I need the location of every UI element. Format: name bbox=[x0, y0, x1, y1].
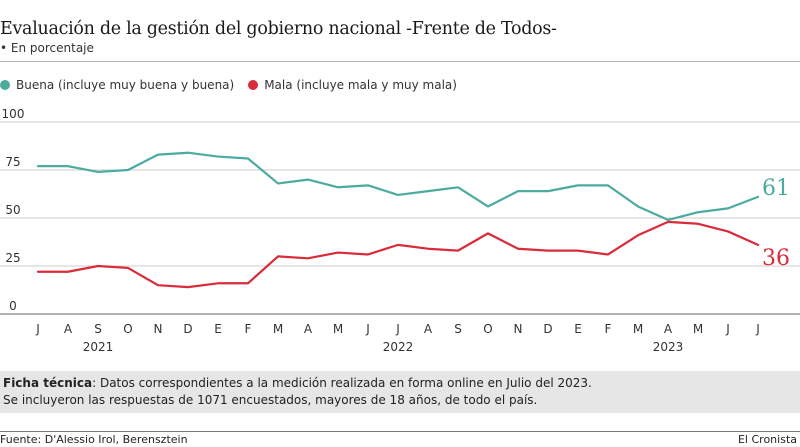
x-tick-label: M bbox=[273, 322, 283, 336]
x-tick-label: M bbox=[333, 322, 343, 336]
x-tick-label: S bbox=[94, 322, 102, 336]
series-line-buena bbox=[36, 151, 760, 222]
x-tick-label: J bbox=[395, 322, 400, 336]
x-tick-label: F bbox=[605, 322, 612, 336]
x-tick-label: A bbox=[664, 322, 673, 336]
x-tick-label: E bbox=[574, 322, 582, 336]
technical-note-label: Ficha técnica bbox=[3, 376, 93, 390]
x-tick-label: M bbox=[693, 322, 703, 336]
chart-title: Evaluación de la gestión del gobierno na… bbox=[0, 19, 557, 39]
title-divider bbox=[0, 61, 800, 62]
legend-label-buena: Buena (incluye muy buena y buena) bbox=[16, 78, 235, 92]
grid-layer bbox=[0, 121, 800, 315]
end-label-buena: 61 bbox=[762, 176, 790, 201]
y-tick-label: 50 bbox=[5, 203, 20, 217]
x-tick-label: D bbox=[543, 322, 552, 336]
year-label: 2022 bbox=[383, 340, 414, 354]
legend-marker-buena-icon bbox=[0, 80, 10, 90]
brand-name: El Cronista bbox=[737, 433, 797, 446]
x-tick-label: J bbox=[35, 322, 40, 336]
x-tick-label: A bbox=[64, 322, 73, 336]
legend-item-mala: Mala (incluye mala y muy mala) bbox=[248, 78, 457, 92]
legend-marker-mala-icon bbox=[248, 80, 259, 90]
x-tick-label: E bbox=[214, 322, 222, 336]
x-tick-label: D bbox=[183, 322, 192, 336]
source-text: Fuente: D'Alessio Irol, Berensztein bbox=[0, 433, 188, 446]
x-tick-label: A bbox=[424, 322, 433, 336]
footer-divider bbox=[0, 431, 800, 432]
end-label-mala: 36 bbox=[762, 246, 790, 271]
legend-item-buena: Buena (incluye muy buena y buena) bbox=[0, 78, 234, 92]
line-chart: 0 25 50 75 100 J A S O N D E F M A M J J A S O N D E F M A M J J 202… bbox=[0, 107, 800, 354]
x-tick-label: S bbox=[454, 322, 462, 336]
y-tick-label: 0 bbox=[9, 299, 17, 313]
x-tick-label: F bbox=[245, 322, 252, 336]
y-tick-label: 75 bbox=[5, 155, 20, 169]
x-tick-label: N bbox=[154, 322, 163, 336]
y-tick-label: 100 bbox=[2, 107, 25, 121]
year-labels: 2021 2022 2023 bbox=[83, 340, 684, 354]
year-label: 2021 bbox=[83, 340, 114, 354]
series-layer bbox=[36, 151, 760, 289]
x-tick-label: N bbox=[514, 322, 523, 336]
series-line-mala bbox=[36, 220, 760, 289]
end-labels: 61 36 bbox=[762, 176, 790, 271]
technical-note: Ficha técnica: Datos correspondientes a … bbox=[0, 371, 800, 413]
chart-subtitle: • En porcentaje bbox=[0, 41, 94, 55]
y-tick-label: 25 bbox=[5, 251, 20, 265]
x-tick-label: O bbox=[483, 322, 492, 336]
year-label: 2023 bbox=[653, 340, 684, 354]
x-tick-label: O bbox=[123, 322, 132, 336]
x-tick-label: J bbox=[755, 322, 760, 336]
legend: Buena (incluye muy buena y buena) Mala (… bbox=[0, 78, 471, 92]
x-tick-label: A bbox=[304, 322, 313, 336]
y-axis-ticks: 0 25 50 75 100 bbox=[2, 107, 25, 313]
legend-label-mala: Mala (incluye mala y muy mala) bbox=[264, 78, 457, 92]
x-tick-label: J bbox=[365, 322, 370, 336]
technical-note-line1: : Datos correspondientes a la medición r… bbox=[92, 376, 592, 390]
technical-note-line2: Se incluyeron las respuestas de 1071 enc… bbox=[3, 393, 538, 407]
x-tick-label: M bbox=[633, 322, 643, 336]
x-tick-label: J bbox=[725, 322, 730, 336]
